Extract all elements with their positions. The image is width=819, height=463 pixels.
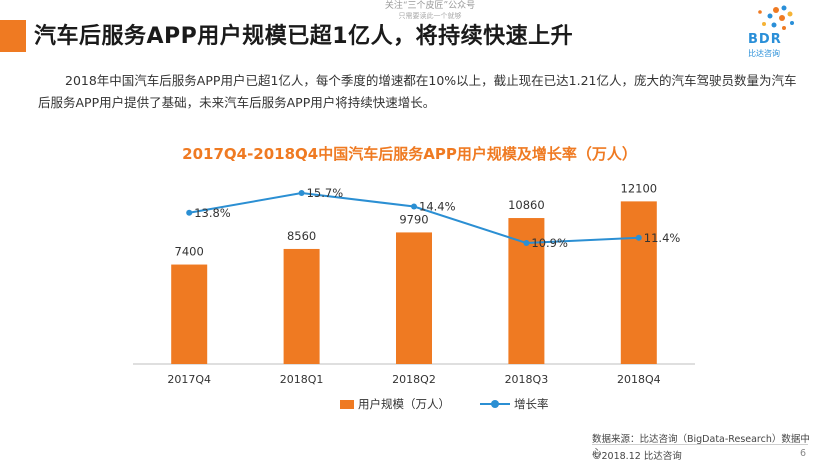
watermark: 关注“三个皮匠”公众号 只需要读此一个就够: [360, 2, 500, 20]
growth-rate-point: [523, 240, 530, 246]
x-tick-label: 2018Q2: [392, 373, 436, 386]
x-tick-label: 2018Q1: [280, 373, 324, 386]
growth-rate-point: [186, 209, 193, 216]
footer-divider: [592, 444, 808, 445]
page-number: 6: [800, 448, 807, 459]
page-title: 汽车后服务APP用户规模已超1亿人，将持续快速上升: [34, 24, 574, 49]
logo-dots-icon: [758, 5, 794, 30]
x-tick-label: 2017Q4: [167, 373, 211, 386]
bar: [283, 248, 320, 364]
legend-bar-swatch: [340, 399, 354, 409]
data-source: 数据来源：比达咨询（BigData-Research）数据中心: [592, 434, 810, 459]
chart-legend: 用户规模（万人） 增长率: [340, 396, 549, 412]
x-tick-label: 2018Q4: [617, 373, 661, 386]
logo-subtext: 比达咨询: [748, 49, 780, 58]
x-tick-label: 2018Q3: [505, 373, 549, 386]
bdr-logo: BDR 比达咨询: [742, 4, 804, 60]
growth-rate-label: 13.8%: [194, 206, 231, 220]
logo-text: BDR: [748, 32, 782, 47]
bar-value-label: 9790: [399, 212, 428, 226]
chart-canvas: 7400 2017Q4 8560 2018Q1 9790 2018Q2 10860 2018Q…: [133, 181, 695, 386]
description-paragraph: 2018年中国汽车后服务APP用户已超1亿人，每个季度的增速都在10%以上，截止…: [38, 73, 797, 110]
watermark-line-2: 只需要读此一个就够: [398, 12, 462, 20]
bar: [171, 264, 208, 364]
legend-line-marker: [480, 399, 510, 409]
growth-rate-label: 11.4%: [644, 231, 681, 245]
growth-rate-point: [635, 234, 642, 241]
bar-value-label: 12100: [621, 181, 658, 195]
growth-rate-label: 10.9%: [531, 236, 568, 250]
legend-bar-label: 用户规模（万人）: [358, 397, 450, 411]
growth-rate-point: [298, 190, 305, 196]
bar: [620, 201, 657, 364]
bar: [396, 232, 432, 364]
growth-rate-point: [411, 203, 417, 210]
bar-value-label: 7400: [175, 245, 204, 259]
growth-rate-label: 15.7%: [307, 186, 344, 200]
watermark-line-1: 关注“三个皮匠”公众号: [384, 1, 476, 11]
bar-value-label: 10860: [508, 198, 545, 212]
bar-value-label: 8560: [287, 229, 316, 243]
copyright: ©2018.12 比达咨询: [592, 451, 682, 462]
chart-title: 2017Q4-2018Q4中国汽车后服务APP用户规模及增长率（万人）: [182, 145, 637, 163]
legend-line-label: 增长率: [514, 397, 549, 411]
growth-rate-label: 14.4%: [419, 200, 456, 214]
title-accent-bar: [0, 20, 26, 52]
